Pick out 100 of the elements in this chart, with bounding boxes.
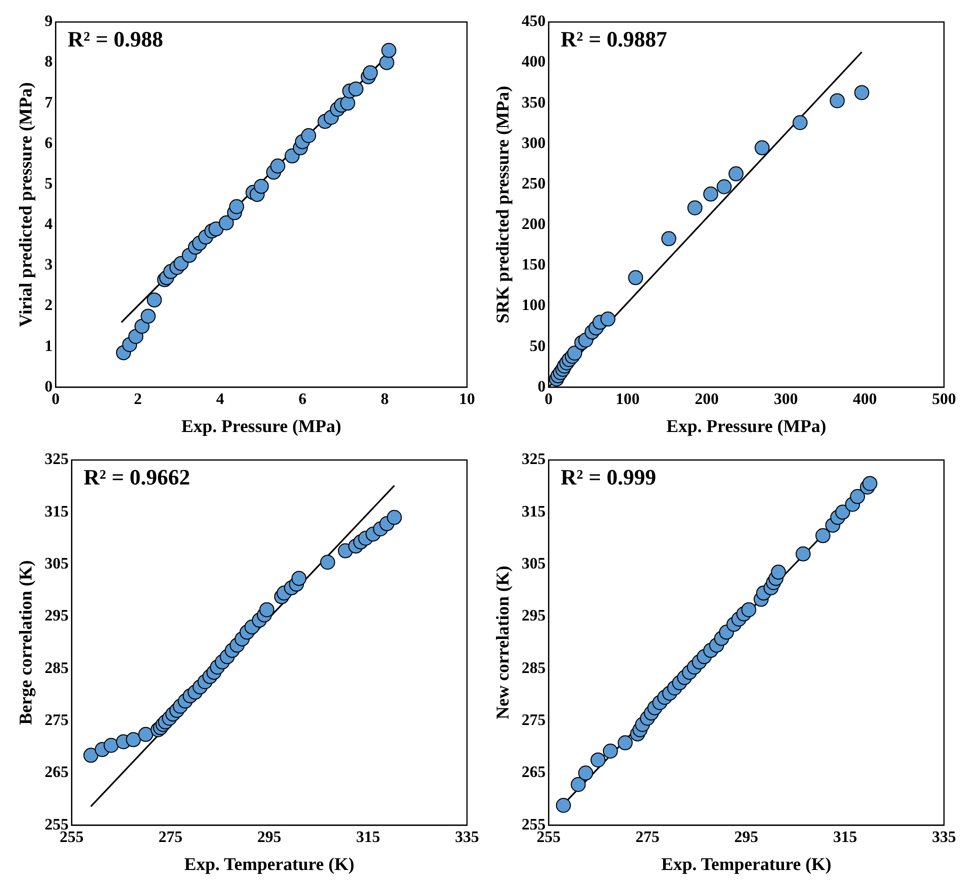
x-tick-label: 200 (694, 390, 719, 408)
point (208, 221, 224, 236)
y-tick-label: 295 (44, 608, 69, 625)
y-tick-label: 265 (44, 764, 69, 782)
point (567, 346, 582, 361)
x-tick-label: 275 (635, 828, 660, 846)
y-tick-label: 1 (44, 338, 53, 355)
y-tick-label: 4 (44, 216, 53, 234)
x-tick-label: 400 (852, 390, 877, 408)
annotation: R² = 0.9887 (560, 26, 668, 52)
x-axis-title: Exp. Pressure (MPa) (181, 416, 342, 436)
y-tick-label: 305 (522, 555, 546, 572)
x-axis-title: Exp. Temperature (K) (184, 854, 354, 874)
y-tick-label: 325 (522, 451, 546, 468)
point (741, 602, 756, 618)
y-tick-label: 3 (44, 256, 53, 274)
annotation: R² = 0.988 (68, 26, 164, 52)
point (854, 85, 870, 100)
y-axis-title: New correlation (K) (492, 566, 512, 720)
y-tick-label: 0 (538, 378, 546, 396)
point (862, 476, 878, 491)
point (618, 735, 633, 750)
point (362, 65, 378, 80)
point (792, 115, 808, 130)
y-tick-label: 450 (522, 13, 546, 30)
y-tick-label: 2 (44, 297, 53, 314)
point (254, 178, 269, 194)
y-tick-label: 315 (44, 503, 69, 520)
point (796, 546, 811, 562)
y-tick-label: 285 (44, 660, 69, 677)
x-tick-label: 255 (60, 828, 84, 846)
y-tick-label: 250 (522, 175, 546, 192)
x-tick-label: 275 (158, 828, 182, 846)
x-tick-label: 10 (459, 390, 475, 408)
point (340, 96, 356, 111)
y-tick-label: 305 (44, 555, 69, 572)
y-tick-label: 315 (522, 503, 546, 520)
point (590, 752, 606, 768)
y-tick-label: 285 (522, 660, 546, 677)
y-tick-label: 275 (44, 712, 69, 729)
point (229, 199, 244, 214)
point (815, 528, 830, 544)
point (578, 766, 594, 781)
point (386, 510, 402, 525)
point (556, 798, 571, 813)
point (835, 504, 850, 520)
point (379, 55, 394, 70)
point (301, 128, 316, 144)
x-tick-label: 335 (932, 828, 956, 846)
point (687, 200, 702, 216)
x-tick-label: 300 (774, 390, 798, 408)
point (259, 602, 274, 618)
y-tick-label: 7 (44, 94, 53, 112)
y-axis-title: Virial predicted pressure (MPa) (15, 82, 36, 327)
y-tick-label: 5 (44, 175, 53, 192)
x-tick-label: 335 (455, 828, 479, 846)
point (381, 42, 396, 58)
annotation: R² = 0.9662 (84, 464, 190, 490)
point (138, 726, 154, 742)
point (291, 570, 306, 586)
x-tick-label: 315 (833, 828, 858, 846)
point (628, 270, 644, 286)
y-tick-label: 275 (522, 712, 546, 729)
point (104, 738, 119, 753)
point (83, 748, 98, 763)
annotation: R² = 0.999 (560, 464, 656, 490)
point (600, 312, 616, 327)
point (270, 158, 286, 174)
y-axis-title: Berge correlation (K) (15, 560, 36, 725)
x-tick-label: 295 (734, 828, 758, 846)
point (320, 554, 336, 570)
point (754, 140, 770, 156)
point (140, 308, 156, 324)
x-tick-label: 295 (257, 828, 282, 846)
x-tick-label: 8 (380, 390, 389, 408)
y-tick-label: 150 (522, 256, 546, 274)
point (126, 732, 141, 748)
y-tick-label: 0 (44, 378, 53, 396)
x-tick-label: 6 (298, 390, 306, 408)
y-tick-label: 325 (44, 451, 69, 468)
y-tick-label: 300 (522, 134, 546, 152)
x-axis-title: Exp. Temperature (K) (661, 854, 832, 874)
point (703, 186, 718, 202)
y-tick-label: 350 (522, 94, 546, 112)
point (602, 744, 618, 759)
y-tick-label: 295 (522, 608, 546, 625)
point (348, 81, 364, 96)
x-axis-title: Exp. Pressure (MPa) (666, 416, 826, 436)
y-tick-label: 6 (44, 134, 53, 152)
y-tick-label: 200 (522, 216, 546, 234)
x-tick-label: 100 (616, 390, 640, 408)
point (661, 231, 676, 246)
point (830, 93, 845, 108)
y-tick-label: 400 (522, 54, 546, 71)
point (716, 179, 732, 194)
point (146, 292, 162, 308)
y-tick-label: 9 (44, 13, 53, 30)
y-tick-label: 8 (44, 54, 53, 71)
y-tick-label: 100 (522, 297, 546, 314)
x-tick-label: 2 (134, 390, 142, 408)
